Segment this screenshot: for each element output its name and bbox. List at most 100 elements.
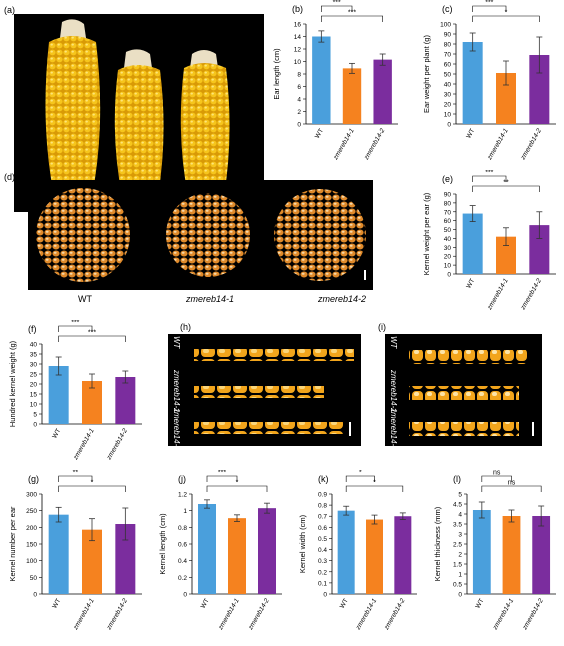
bar [462,213,483,274]
genotype-label: zmereb14-1 [172,370,181,413]
chart-svg: (g) 0 50 100 150 200 250 300 Kernel number per e… [8,470,142,632]
significance-label: ** [73,470,79,477]
y-tick-label: 0.2 [318,569,327,576]
y-tick-label: 40 [444,236,452,243]
y-tick-label: 60 [444,218,452,225]
genotype-label: WT [172,336,181,349]
significance-label: *** [485,170,493,177]
y-tick-label: 0.5 [318,536,327,543]
kernel-width-photo: WT zmereb14-1 zmereb14-2 [385,334,542,446]
bar [502,516,521,594]
pile-wt [36,188,130,282]
y-tick-label: 0 [297,122,301,129]
panel-label-h: (h) [180,322,191,332]
x-tick-label: WT [314,127,325,139]
y-tick-label: 8 [297,72,301,79]
scale-bar [532,422,534,436]
kernel-row-m2 [409,422,519,436]
y-axis-label: Kernel thickness (mm) [433,506,442,581]
y-tick-label: 300 [26,492,37,499]
significance-label: *** [218,470,226,477]
y-tick-label: 12 [294,47,302,54]
genotype-label: zmereb14-2 [389,408,398,446]
significance-bracket [481,475,512,482]
chart-f: (f) 0 5 10 15 20 25 30 35 40 Hundred kernel weight… [0,320,150,470]
husk-m1 [124,49,152,68]
panel-label-f: (f) [28,324,37,334]
ear-wt [45,36,101,201]
bar [337,510,355,594]
panel-label-j: (j) [178,474,186,484]
y-tick-label: 0 [447,122,451,129]
chart-b: (b) 0 2 4 6 8 10 12 14 16 Ear length (cm) WT zmereb1… [264,0,406,170]
kernel-length-photo: WT zmereb14-1 zmereb14-2 [168,334,361,446]
significance-label: *** [71,320,79,327]
significance-bracket [345,485,404,492]
kernel-row-m1 [194,386,324,398]
panel-label-d: (d) [4,172,15,182]
significance-bracket [481,485,542,492]
chart-k: (k) 0 0.1 0.2 0.3 0.4 0.5 0.6 0.7 0.8 0.9 Kernel wi… [290,470,425,640]
x-tick-label: WT [51,597,62,609]
significance-label: *** [333,0,341,7]
bar [258,508,276,594]
y-tick-label: 1 [458,572,462,579]
panel-label-k: (k) [318,474,329,484]
y-tick-label: 50 [444,72,452,79]
x-tick-label: WT [339,597,350,609]
y-tick-label: 25 [30,372,38,379]
x-tick-label: zmereb14-2 [247,597,271,632]
y-axis-label: Ear weight per plant (g) [422,35,431,113]
y-tick-label: 4 [297,97,301,104]
bar [82,529,102,594]
y-tick-label: 20 [30,382,38,389]
y-tick-label: 2 [297,109,301,116]
chart-e: (e) 0 10 20 30 40 50 60 70 80 90 Kernel weight per … [414,170,564,320]
significance-bracket [472,185,540,192]
x-tick-label: WT [51,427,62,439]
y-tick-label: 60 [444,62,452,69]
y-tick-label: 3 [458,532,462,539]
y-tick-label: 0.1 [318,580,327,587]
y-tick-label: 5 [458,492,462,499]
y-tick-label: 10 [30,402,38,409]
ear-m2 [180,63,230,200]
ear-photo-drawing [45,19,230,201]
chart-j: (j) 0 0.2 0.4 0.6 0.8 1 1.2 Kernel length (cm) WT… [150,470,290,640]
genotype-label: zmereb14-2 [172,408,181,446]
significance-label: * [91,480,94,487]
y-tick-label: 70 [444,209,452,216]
y-tick-label: 80 [444,42,452,49]
y-tick-label: 70 [444,52,452,59]
panel-label-i: (i) [378,322,386,332]
y-tick-label: 15 [30,392,38,399]
kernel-row-m2 [194,422,344,434]
bar [496,236,516,274]
y-tick-label: 40 [30,342,38,349]
y-tick-label: 200 [26,525,37,532]
scale-bar [349,422,351,436]
kernel-length-drawing [194,349,354,434]
x-tick-label: zmereb14-2 [519,127,543,162]
y-tick-label: 5 [33,412,37,419]
y-tick-label: 0.9 [318,492,327,499]
chart-svg: (b) 0 2 4 6 8 10 12 14 16 Ear length (cm) WT zmereb1… [272,0,398,162]
y-axis-label: Ear length (cm) [272,48,281,100]
y-tick-label: 2 [458,552,462,559]
y-tick-label: 90 [444,192,452,199]
y-tick-label: 0.5 [453,582,462,589]
bar [312,36,331,124]
y-tick-label: 0.3 [318,558,327,565]
y-tick-label: 20 [444,102,452,109]
y-tick-label: 150 [26,542,37,549]
scale-bar [364,270,366,280]
x-tick-label: zmereb14-2 [519,277,543,312]
significance-bracket [321,5,353,12]
y-tick-label: 50 [444,227,452,234]
significance-label: * [236,480,239,487]
y-tick-label: 0 [447,272,451,279]
bar [48,514,69,594]
y-tick-label: 16 [294,22,302,29]
bar [394,516,412,594]
y-axis-label: Hundred kernel weight (g) [8,340,17,427]
